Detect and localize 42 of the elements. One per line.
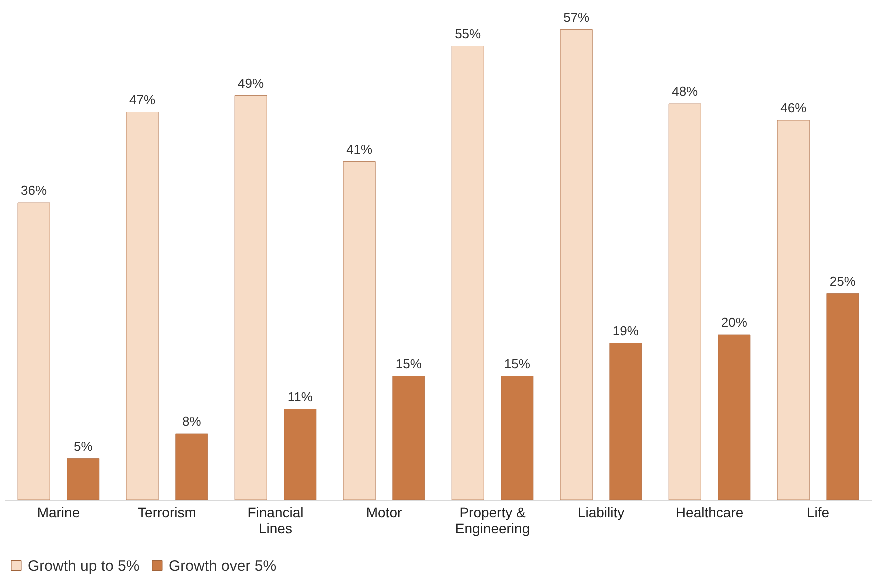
bar [176, 434, 208, 500]
x-tick-label: Liability [578, 504, 625, 520]
data-label: 36% [21, 183, 48, 198]
bar [826, 294, 860, 500]
data-label: 15% [396, 356, 422, 372]
bar [343, 162, 376, 500]
x-tick-label: Life [807, 504, 830, 520]
data-label: 55% [455, 26, 482, 42]
data-label: 19% [612, 323, 640, 338]
bar [126, 112, 159, 500]
bar [668, 104, 702, 500]
bar [452, 46, 484, 500]
bar [234, 96, 268, 500]
bar [560, 30, 593, 500]
data-label: 46% [780, 100, 808, 116]
data-label: 25% [830, 274, 856, 289]
x-tick-label: Marine [37, 504, 80, 520]
x-tick-label: Financial Lines [248, 504, 304, 536]
bar [392, 376, 426, 500]
x-tick-label: Terrorism [138, 504, 196, 520]
data-label: 11% [288, 389, 314, 404]
bar [777, 120, 810, 500]
data-label: 5% [74, 438, 94, 454]
bar [284, 409, 317, 500]
x-tick-label: Property & Engineering [455, 504, 530, 536]
data-label: 20% [721, 315, 748, 330]
data-label: 8% [182, 414, 202, 429]
x-tick-label: Motor [366, 504, 402, 520]
bar [67, 458, 100, 500]
x-tick-label: Healthcare [676, 504, 744, 520]
data-label: 57% [564, 10, 590, 25]
bar [18, 202, 50, 500]
data-label: 48% [672, 84, 699, 99]
legend-label: Growth up to 5% [28, 558, 140, 575]
bar [501, 376, 534, 500]
data-label: 41% [346, 142, 374, 157]
data-label: 47% [130, 92, 156, 108]
legend-label: Growth over 5% [169, 558, 277, 575]
data-label: 49% [238, 76, 265, 91]
data-label: 15% [504, 356, 531, 372]
bar [718, 334, 751, 500]
bar [610, 343, 642, 500]
